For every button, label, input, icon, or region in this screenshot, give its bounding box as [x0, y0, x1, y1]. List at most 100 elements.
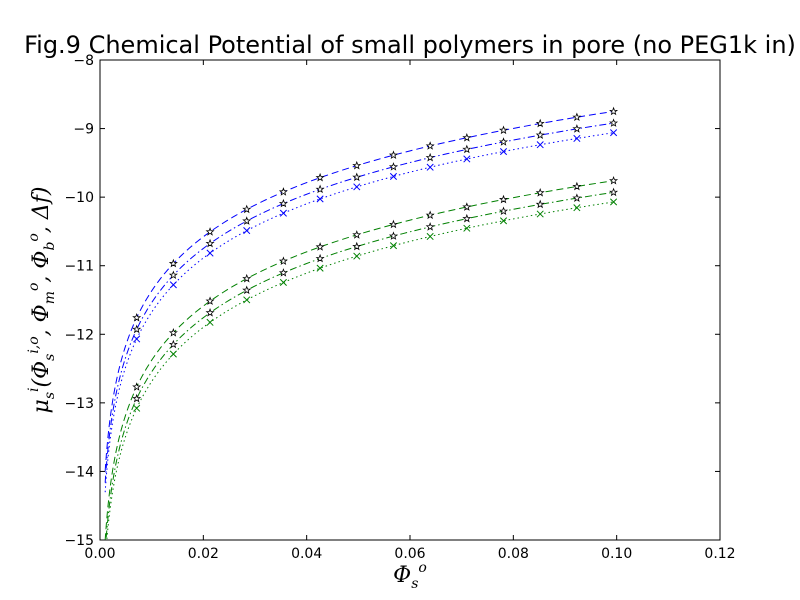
data-point-star: [498, 125, 509, 135]
data-point-star: [352, 160, 362, 170]
chart-title: Fig.9 Chemical Potential of small polyme…: [24, 31, 796, 59]
x-tick-label: 0.02: [188, 546, 219, 562]
data-point-star: [535, 118, 545, 128]
data-point-star: [425, 210, 435, 220]
data-point-x: [499, 217, 508, 225]
data-point-star: [315, 242, 325, 251]
series-line: [104, 132, 614, 493]
data-point-star: [572, 112, 582, 122]
x-axis-label: Φso: [393, 560, 427, 592]
data-point-star: [462, 132, 472, 142]
data-point-x: [610, 129, 618, 137]
data-point-x: [573, 134, 581, 143]
data-point-star: [242, 216, 252, 225]
series-1: [104, 106, 619, 471]
data-point-x: [353, 183, 361, 191]
data-point-star: [498, 194, 509, 204]
data-point-x: [316, 264, 324, 272]
data-point-star: [609, 106, 619, 116]
data-point-star: [168, 328, 178, 337]
data-point-star: [609, 175, 619, 185]
plot-area: [99, 59, 721, 541]
data-point-star: [425, 141, 435, 150]
data-point-star: [609, 187, 619, 197]
data-point-x: [353, 252, 361, 260]
data-point-star: [168, 270, 178, 280]
plot-frame: [99, 59, 721, 541]
data-point-x: [499, 147, 508, 156]
x-tick-label: 0.10: [601, 546, 632, 562]
y-axis-ticks: −8 −9 −10 −11 −12 −13 −14 −15: [64, 53, 720, 549]
data-point-star: [278, 256, 288, 266]
y-tick-label: −9: [73, 122, 94, 138]
data-point-x: [243, 296, 251, 304]
data-point-x: [426, 163, 434, 171]
data-point-star: [462, 213, 472, 223]
series-line: [104, 122, 614, 483]
y-tick-label: −10: [64, 190, 94, 206]
data-point-x: [133, 404, 141, 412]
x-tick-label: 0.06: [394, 546, 425, 562]
series-4: [104, 175, 619, 540]
data-point-x: [536, 210, 544, 218]
series-line: [104, 180, 614, 540]
data-point-star: [609, 118, 619, 127]
data-point-x: [463, 155, 471, 163]
x-axis-ticks: 0.00 0.02 0.04 0.06 0.08 0.10 0.12: [84, 60, 736, 562]
data-point-star: [535, 130, 545, 139]
series-line: [105, 191, 614, 540]
x-tick-label: 0.12: [704, 546, 735, 562]
data-point-star: [315, 184, 325, 194]
data-point-x: [279, 209, 287, 217]
data-point-star: [278, 187, 288, 196]
data-point-x: [206, 318, 214, 326]
data-point-x: [169, 281, 177, 289]
data-point-x: [610, 198, 618, 206]
data-point-x: [463, 224, 471, 232]
data-point-x: [316, 195, 324, 203]
series-line: [104, 110, 614, 471]
data-point-star: [352, 172, 362, 182]
data-point-star: [205, 296, 215, 305]
y-axis-label: μsi(Φsi,o, Φmo, Φbo, Δf): [26, 187, 58, 414]
data-point-star: [205, 238, 215, 248]
data-point-star: [242, 204, 252, 214]
y-tick-label: −12: [64, 327, 94, 343]
series-5: [105, 187, 619, 540]
y-tick-label: −15: [64, 533, 94, 549]
data-point-x: [169, 350, 177, 358]
data-point-star: [388, 219, 398, 229]
data-point-star: [425, 152, 435, 162]
data-point-star: [205, 308, 215, 317]
data-point-star: [132, 324, 142, 334]
data-point-star: [498, 137, 509, 146]
series-line: [106, 201, 614, 540]
data-point-star: [388, 150, 398, 160]
x-tick-label: 0.04: [291, 546, 322, 562]
data-point-star: [168, 339, 178, 349]
data-point-star: [242, 285, 252, 295]
data-point-star: [242, 273, 252, 283]
data-point-star: [315, 253, 325, 263]
data-point-star: [132, 382, 142, 391]
data-point-star: [278, 198, 288, 208]
y-tick-label: −13: [64, 396, 94, 412]
data-point-star: [572, 124, 582, 133]
x-tick-label: 0.00: [84, 546, 115, 562]
data-point-star: [572, 193, 582, 202]
data-point-star: [132, 393, 142, 403]
data-point-x: [279, 278, 287, 286]
data-point-star: [205, 227, 215, 236]
data-point-star: [168, 258, 178, 268]
series-2: [104, 118, 619, 483]
data-point-x: [426, 232, 434, 241]
data-point-x: [133, 335, 141, 343]
series-3: [104, 129, 618, 493]
data-point-star: [352, 241, 362, 251]
data-point-x: [243, 227, 251, 235]
y-tick-label: −14: [64, 464, 94, 480]
x-tick-label: 0.08: [498, 546, 529, 562]
data-point-x: [573, 204, 581, 212]
data-point-star: [462, 144, 472, 154]
